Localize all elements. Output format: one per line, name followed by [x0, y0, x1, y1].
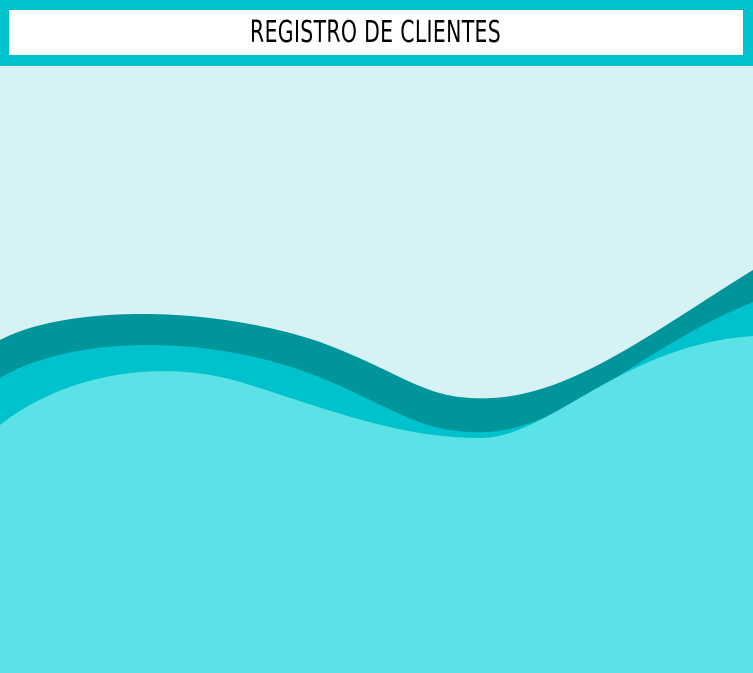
wave-light	[0, 336, 753, 673]
page-title: REGISTRO DE CLIENTES	[250, 14, 502, 50]
header-bar: REGISTRO DE CLIENTES	[0, 0, 753, 66]
title-box: REGISTRO DE CLIENTES	[9, 10, 743, 55]
